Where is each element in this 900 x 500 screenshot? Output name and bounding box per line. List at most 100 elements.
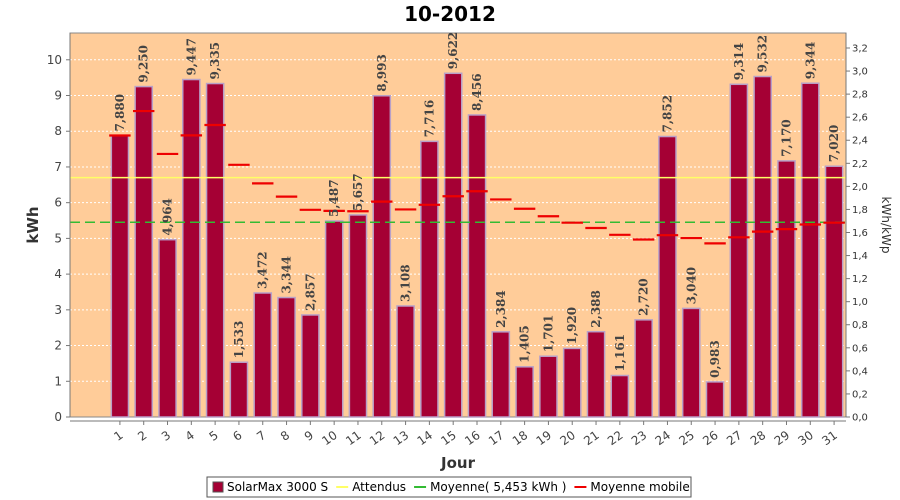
reference-lines (70, 176, 846, 223)
bar-label-4: 9,447 (184, 38, 198, 76)
y-tick-label-2: 2 (54, 339, 62, 353)
y2-tick-label-9: 1,8 (852, 205, 868, 216)
bar-label-14: 7,716 (422, 100, 436, 138)
bar-day-2 (134, 85, 154, 418)
bar-label-21: 2,388 (589, 290, 603, 328)
y-tick-label-8: 8 (54, 124, 62, 138)
legend-label-2: Moyenne( 5,453 kWh ) (430, 480, 566, 494)
bar-day-7 (253, 292, 273, 418)
bar-label-31: 7,020 (827, 125, 841, 163)
bar-day-31 (824, 165, 844, 418)
bar-label-5: 9,335 (208, 42, 222, 80)
x-tick-label-3: 3 (159, 428, 173, 444)
bar-day-22 (610, 374, 630, 418)
x-tick-label-25: 25 (676, 428, 697, 448)
y2-tick-label-7: 1,4 (852, 251, 868, 262)
y-tick-label-7: 7 (54, 160, 62, 174)
bar-day-21 (586, 330, 606, 418)
x-tick-label-19: 19 (534, 428, 555, 448)
y2-tick-label-12: 2,4 (852, 136, 868, 147)
x-tick-label-30: 30 (795, 428, 816, 448)
y2-tick-label-6: 1,2 (852, 274, 868, 285)
y-tick-label-3: 3 (54, 303, 62, 317)
x-tick-label-6: 6 (230, 428, 244, 444)
legend-swatch-0 (212, 481, 224, 493)
bar-day-20 (562, 347, 582, 418)
bar-label-2: 9,250 (137, 45, 151, 83)
bar-day-5 (205, 82, 225, 418)
x-tick-label-28: 28 (748, 428, 769, 448)
x-tick-label-16: 16 (462, 428, 483, 448)
x-tick-label-12: 12 (367, 428, 388, 448)
y2-tick-label-15: 3,0 (852, 67, 868, 78)
bar-day-13 (396, 305, 415, 418)
bar-day-28 (753, 75, 772, 418)
bar-label-17: 2,384 (494, 290, 508, 328)
x-tick-label-7: 7 (254, 428, 268, 444)
bar-label-25: 3,040 (684, 267, 698, 305)
bar-day-10 (324, 220, 344, 418)
bars (110, 72, 844, 418)
y-tick-label-1: 1 (54, 374, 62, 388)
y2-tick-label-11: 2,2 (852, 159, 868, 170)
x-tick-label-10: 10 (319, 428, 340, 448)
y-tick-label-6: 6 (54, 196, 62, 210)
bar-label-24: 7,852 (660, 95, 674, 133)
bar-label-27: 9,314 (732, 43, 746, 81)
bar-label-28: 9,532 (756, 35, 770, 73)
y-axis-title: kWh (24, 206, 42, 243)
x-tick-label-14: 14 (415, 428, 436, 448)
y-axis-right: 0,0 0,2 0,4 0,6 0,8 1,0 1,2 1,4 1,6 1,8 2,0 2,2 2,4 2… (845, 33, 868, 424)
x-tick-label-21: 21 (581, 428, 602, 448)
legend-box (206, 476, 692, 498)
bar-day-26 (705, 381, 725, 418)
y2-tick-label-10: 2,0 (852, 182, 868, 193)
bar-label-3: 4,964 (161, 198, 175, 236)
y-tick-label-4: 4 (54, 267, 62, 281)
y-tick-label-10: 10 (47, 53, 62, 67)
legend-label-3: Moyenne mobile (590, 480, 689, 494)
y2-tick-label-13: 2,6 (852, 113, 868, 124)
legend-label-0: SolarMax 3000 S (227, 480, 328, 494)
x-tick-label-31: 31 (819, 428, 840, 448)
y2-tick-label-16: 3,2 (852, 43, 868, 54)
legend-label-1: Attendus (352, 480, 406, 494)
chart-title: 10-2012 (404, 2, 496, 26)
bar-day-29 (777, 160, 796, 418)
x-tick-label-5: 5 (207, 428, 221, 444)
bar-label-10: 5,487 (327, 179, 341, 217)
x-tick-label-24: 24 (653, 428, 674, 448)
y2-tick-label-5: 1,0 (852, 297, 868, 308)
bar-day-17 (491, 331, 511, 418)
y2-axis-title: kWh/kWp (879, 197, 893, 254)
bar-label-19: 1,701 (541, 315, 555, 353)
y2-tick-label-1: 0,2 (852, 389, 868, 400)
bar-day-11 (348, 214, 368, 418)
x-tick-label-13: 13 (391, 428, 412, 448)
bar-label-11: 5,657 (351, 173, 365, 211)
x-tick-label-22: 22 (605, 428, 626, 448)
bar-day-16 (467, 114, 487, 418)
legend: SolarMax 3000 S Attendus Moyenne( 5,453 kW… (206, 476, 692, 498)
bar-label-1: 7,880 (113, 94, 127, 132)
bar-label-12: 8,993 (375, 54, 389, 92)
bar-label-6: 1,533 (232, 321, 246, 359)
y-tick-label-9: 9 (54, 89, 62, 103)
bar-day-9 (301, 314, 320, 418)
bar-day-30 (800, 82, 820, 418)
bar-day-14 (420, 140, 439, 418)
bar-label-22: 1,161 (613, 334, 627, 372)
y2-tick-label-2: 0,4 (852, 366, 868, 377)
x-tick-label-8: 8 (278, 428, 292, 444)
x-tick-label-29: 29 (772, 428, 793, 448)
x-tick-label-11: 11 (343, 428, 364, 448)
x-tick-label-2: 2 (135, 428, 149, 444)
y-tick-label-0: 0 (54, 410, 62, 424)
x-tick-label-23: 23 (629, 428, 650, 448)
bar-label-13: 3,108 (399, 264, 413, 302)
y-axis-left: 0 1 2 3 4 5 6 7 8 9 10 (47, 33, 71, 424)
y-tick-label-5: 5 (54, 231, 62, 245)
bar-day-4 (182, 78, 201, 418)
bar-label-20: 1,920 (565, 307, 579, 345)
